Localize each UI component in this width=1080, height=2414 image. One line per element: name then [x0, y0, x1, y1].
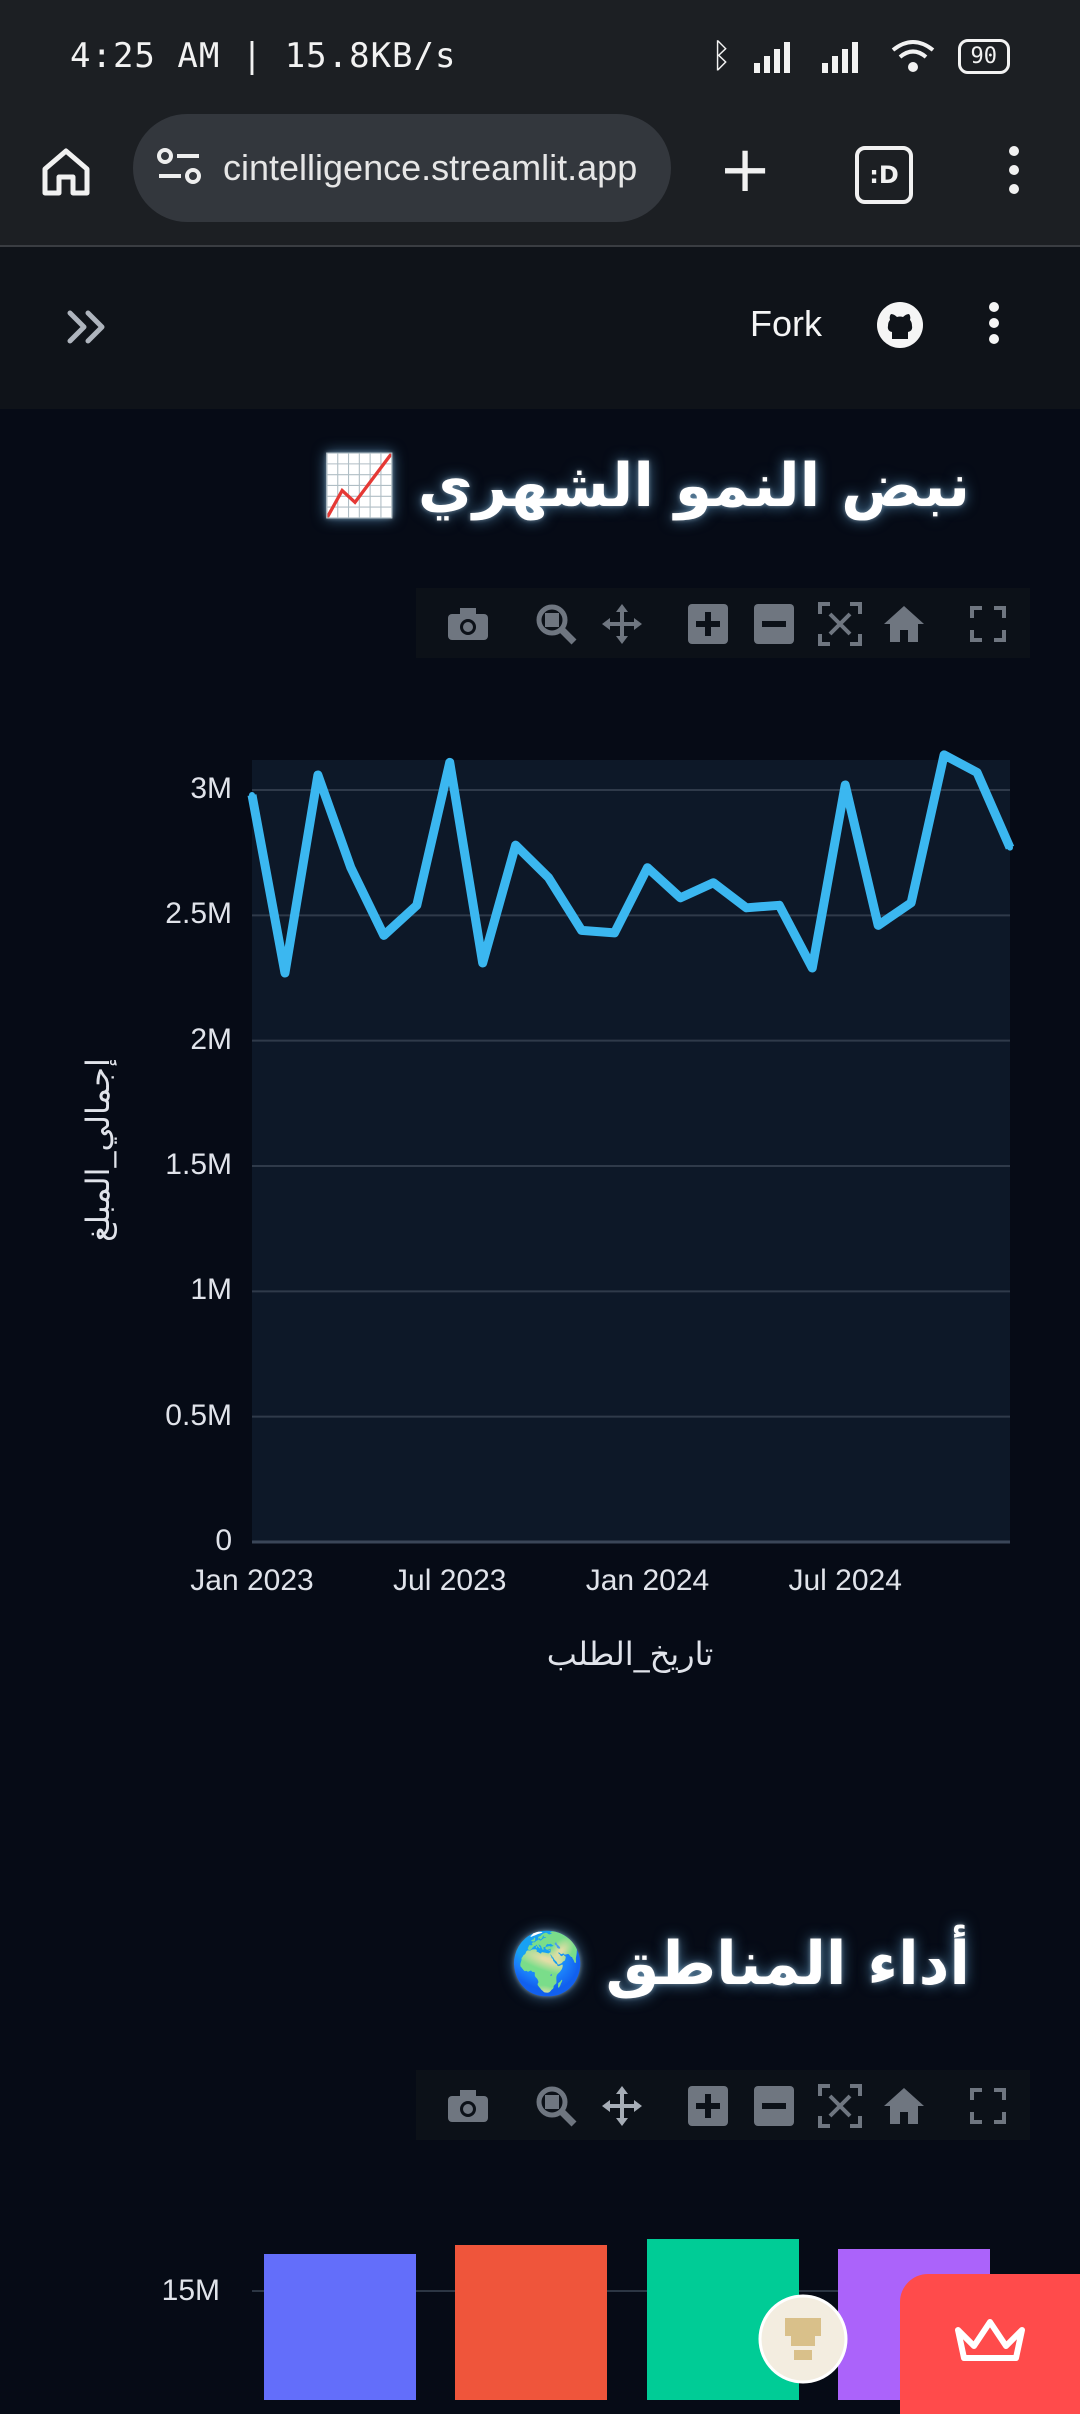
pan-icon[interactable] — [600, 602, 644, 646]
data-point — [281, 969, 288, 976]
data-point — [809, 964, 816, 971]
x-tick-label: Jan 2023 — [190, 1564, 314, 1597]
monthly-growth-chart: 0 0.5M 1M 1.5M 2M 2.5M 3M Jan 2023 Jul 2023 Jan … — [0, 700, 1080, 1680]
new-tab-icon[interactable]: + — [718, 133, 772, 207]
battery-indicator: 90 — [957, 38, 1010, 74]
data-point — [249, 792, 255, 799]
home-icon[interactable] — [36, 142, 96, 202]
data-point — [941, 751, 948, 758]
x-tick-label: Jul 2023 — [393, 1564, 507, 1597]
signal-icon-2 — [821, 42, 858, 73]
zoom-out-icon[interactable] — [752, 602, 796, 646]
bluetooth-icon: ᛒ — [711, 36, 732, 76]
data-point — [776, 902, 783, 909]
reset-home-icon[interactable] — [882, 602, 926, 646]
camera-icon[interactable] — [446, 602, 490, 646]
url-text: cintelligence.streamlit.app — [223, 147, 638, 188]
fullscreen-icon[interactable] — [966, 2084, 1010, 2128]
crown-icon — [955, 2319, 1025, 2361]
section-title-regional-performance: أداء المناطق 🌍 — [509, 1929, 970, 1999]
data-point — [974, 769, 981, 776]
site-settings-icon[interactable] — [155, 144, 205, 190]
section-title-monthly-growth: نبض النمو الشهري 📈 — [322, 451, 970, 521]
y-axis-title: إجمالي_المبلغ — [79, 1058, 117, 1242]
autoscale-icon[interactable] — [818, 2084, 862, 2128]
data-point — [875, 922, 882, 929]
expand-sidebar-icon[interactable] — [64, 307, 110, 347]
camera-icon[interactable] — [446, 2084, 490, 2128]
app-header: Fork — [0, 247, 1080, 409]
avatar[interactable] — [758, 2294, 848, 2384]
bar-ytick-15m: 15M — [161, 2274, 220, 2307]
y-tick-label: 1.5M — [165, 1148, 232, 1181]
x-tick-label: Jan 2024 — [585, 1564, 710, 1597]
zoom-icon[interactable] — [534, 602, 578, 646]
streamlit-badge[interactable] — [900, 2274, 1080, 2414]
zoom-in-icon[interactable] — [686, 2084, 730, 2128]
chart-modebar — [416, 588, 1030, 658]
data-point — [1007, 844, 1013, 851]
bar-region-1 — [264, 2254, 416, 2400]
x-axis-title: تاريخ_الطلب — [546, 1635, 714, 1673]
status-bar: 4:25 AM | 15.8KB/s ᛒ 90 — [0, 0, 1080, 110]
data-point — [908, 899, 915, 906]
data-point — [380, 932, 387, 939]
autoscale-icon[interactable] — [818, 602, 862, 646]
app-menu-icon[interactable] — [988, 301, 1000, 345]
status-icons: ᛒ 90 — [711, 36, 1010, 76]
data-point — [347, 864, 354, 871]
data-point — [314, 771, 321, 778]
zoom-icon[interactable] — [534, 2084, 578, 2128]
pan-icon[interactable] — [600, 2084, 644, 2128]
browser-toolbar: cintelligence.streamlit.app + :D — [0, 110, 1080, 247]
bar-region-2 — [455, 2245, 607, 2400]
data-point — [842, 781, 849, 788]
wifi-icon — [891, 40, 934, 72]
data-point — [644, 864, 651, 871]
browser-menu-icon[interactable] — [996, 140, 1032, 200]
y-tick-label: 2.5M — [165, 897, 232, 931]
fullscreen-icon[interactable] — [966, 602, 1010, 646]
data-point — [611, 929, 618, 936]
chart-modebar-2 — [416, 2070, 1030, 2140]
y-tick-label: 2M — [190, 1022, 232, 1056]
zoom-in-icon[interactable] — [686, 602, 730, 646]
data-point — [545, 874, 552, 881]
y-tick-label: 1M — [190, 1273, 232, 1307]
reset-home-icon[interactable] — [882, 2084, 926, 2128]
fork-button[interactable]: Fork — [750, 303, 822, 344]
data-point — [578, 927, 585, 934]
series-line — [247, 750, 1015, 978]
data-point — [743, 904, 750, 911]
tab-switcher-icon[interactable]: :D — [855, 146, 913, 204]
x-tick-label: Jul 2024 — [788, 1564, 902, 1597]
data-point — [710, 879, 717, 886]
data-point — [446, 759, 453, 766]
status-time: 4:25 AM | 15.8KB/s — [70, 36, 457, 76]
github-icon[interactable] — [876, 301, 924, 349]
zoom-out-icon[interactable] — [752, 2084, 796, 2128]
line-chart-plot[interactable] — [0, 700, 1080, 1680]
plot-background — [252, 760, 1010, 1542]
y-tick-label: 0.5M — [165, 1398, 232, 1432]
data-point — [413, 902, 420, 909]
address-bar[interactable]: cintelligence.streamlit.app — [133, 114, 671, 222]
signal-icon — [753, 42, 790, 73]
data-point — [512, 842, 519, 849]
y-tick-label: 3M — [190, 772, 232, 805]
data-point — [479, 959, 486, 966]
data-point — [677, 894, 684, 901]
y-tick-label: 0 — [215, 1524, 232, 1557]
